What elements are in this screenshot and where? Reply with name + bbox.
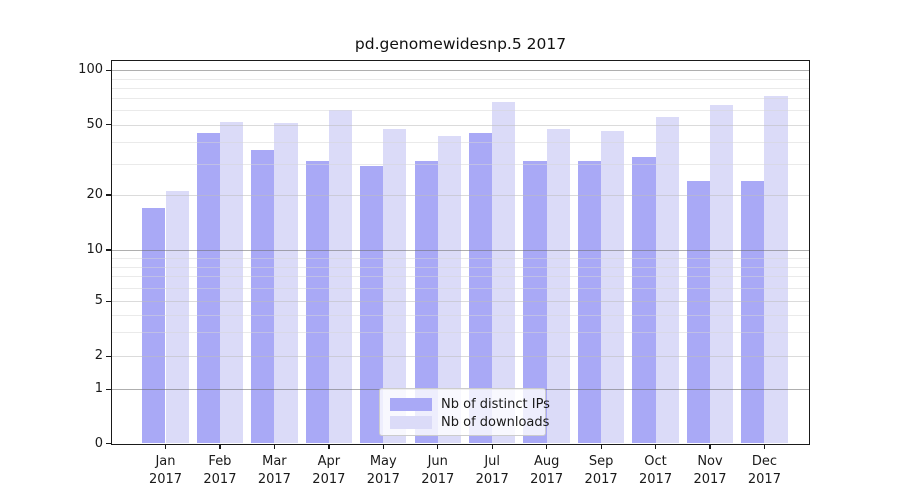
x-tick-mark-sep [600,443,602,449]
legend-swatch-downloads [390,416,432,429]
y-tick-mark-2 [106,355,112,357]
y-tick-label-100: 100 [78,62,103,78]
x-tick-label-mar: Mar 2017 [257,454,291,487]
x-tick-mark-apr [328,443,330,449]
x-tick-label-jan: Jan 2017 [148,454,183,487]
x-tick-mark-mar [273,443,276,449]
bar-downloads-jun [437,136,461,444]
bar-downloads-aug [546,129,570,444]
legend-label-downloads: Nb of downloads [441,415,550,430]
y-tick-mark-0 [106,442,112,445]
gridline-4 [112,314,809,316]
bar-downloads-oct [655,117,679,444]
x-tick-label-jul: Jul 2017 [475,454,509,487]
y-tick-mark-1 [106,388,112,390]
bars-layer [112,61,809,444]
x-tick-mark-jan [164,443,167,449]
bar-ips-oct [632,156,656,444]
gridline-5 [112,301,809,303]
bar-downloads-sep [601,131,625,444]
gridline-6 [112,287,809,289]
y-tick-label-5: 5 [94,293,103,309]
y-tick-label-0: 0 [94,435,103,451]
x-tick-mark-oct [654,443,657,449]
bar-downloads-feb [219,121,244,444]
x-tick-label-apr: Apr 2017 [312,454,346,487]
x-tick-label-dec: Dec 2017 [747,454,781,487]
y-tick-label-20: 20 [86,187,103,202]
gridline-9 [112,257,809,259]
y-tick-mark-100 [106,69,112,71]
bar-ips-aug [523,161,547,444]
plot-area [111,59,810,445]
gridline-60 [112,110,809,112]
x-tick-label-feb: Feb 2017 [203,454,237,487]
bar-ips-sep [577,161,602,444]
gridline-8 [112,266,809,268]
gridline-7 [112,276,809,278]
y-tick-label-10: 10 [86,242,103,257]
x-tick-mark-jun [437,443,439,449]
y-tick-mark-50 [106,124,112,126]
x-tick-mark-dec [763,443,766,449]
x-tick-mark-jul [491,443,493,449]
x-tick-label-may: May 2017 [366,454,400,487]
gridline-10 [112,250,809,252]
bar-downloads-mar [274,123,298,444]
gridline-40 [112,141,809,143]
x-tick-mark-feb [219,443,221,449]
y-tick-label-1: 1 [94,381,103,397]
gridline-100 [112,70,809,72]
legend-swatch-distinct-ips [390,398,432,411]
axes-frame [111,59,810,445]
x-tick-label-oct: Oct 2017 [639,454,673,487]
bar-ips-apr [305,161,329,444]
gridline-70 [112,98,809,100]
bar-ips-mar [251,149,275,444]
bar-downloads-jul [492,101,516,444]
gridline-30 [112,163,809,165]
gridline-2 [112,356,809,358]
y-tick-mark-20 [106,194,112,196]
x-tick-mark-may [382,443,384,449]
legend-row-downloads: Nb of downloads [380,414,549,432]
legend-label-distinct-ips: Nb of distinct IPs [441,397,550,412]
x-tick-label-jun: Jun 2017 [421,454,455,487]
x-tick-label-sep: Sep 2017 [584,454,618,487]
bar-ips-nov [686,181,710,444]
bar-ips-jun [414,161,438,444]
gridline-50 [112,124,809,126]
y-tick-mark-5 [106,300,112,302]
bar-downloads-may [383,129,407,444]
bar-ips-dec [741,181,765,444]
legend: Nb of distinct IPs Nb of downloads [379,387,550,436]
bar-ips-may [360,166,384,444]
legend-row-ips: Nb of distinct IPs [380,396,550,414]
x-tick-mark-aug [546,443,548,449]
x-tick-label-aug: Aug 2017 [530,454,564,487]
bar-downloads-nov [710,105,734,444]
x-tick-mark-nov [709,443,711,449]
chart-title: pd.genomewidesnp.5 2017 [354,35,567,53]
bar-downloads-jan [165,191,189,444]
x-tick-label-nov: Nov 2017 [693,454,727,487]
y-tick-mark-10 [106,249,112,251]
y-tick-label-50: 50 [86,116,103,132]
gridline-20 [112,195,809,196]
gridline-3 [112,331,809,333]
y-tick-label-2: 2 [94,348,103,364]
gridline-90 [112,78,809,80]
gridline-80 [112,87,809,89]
